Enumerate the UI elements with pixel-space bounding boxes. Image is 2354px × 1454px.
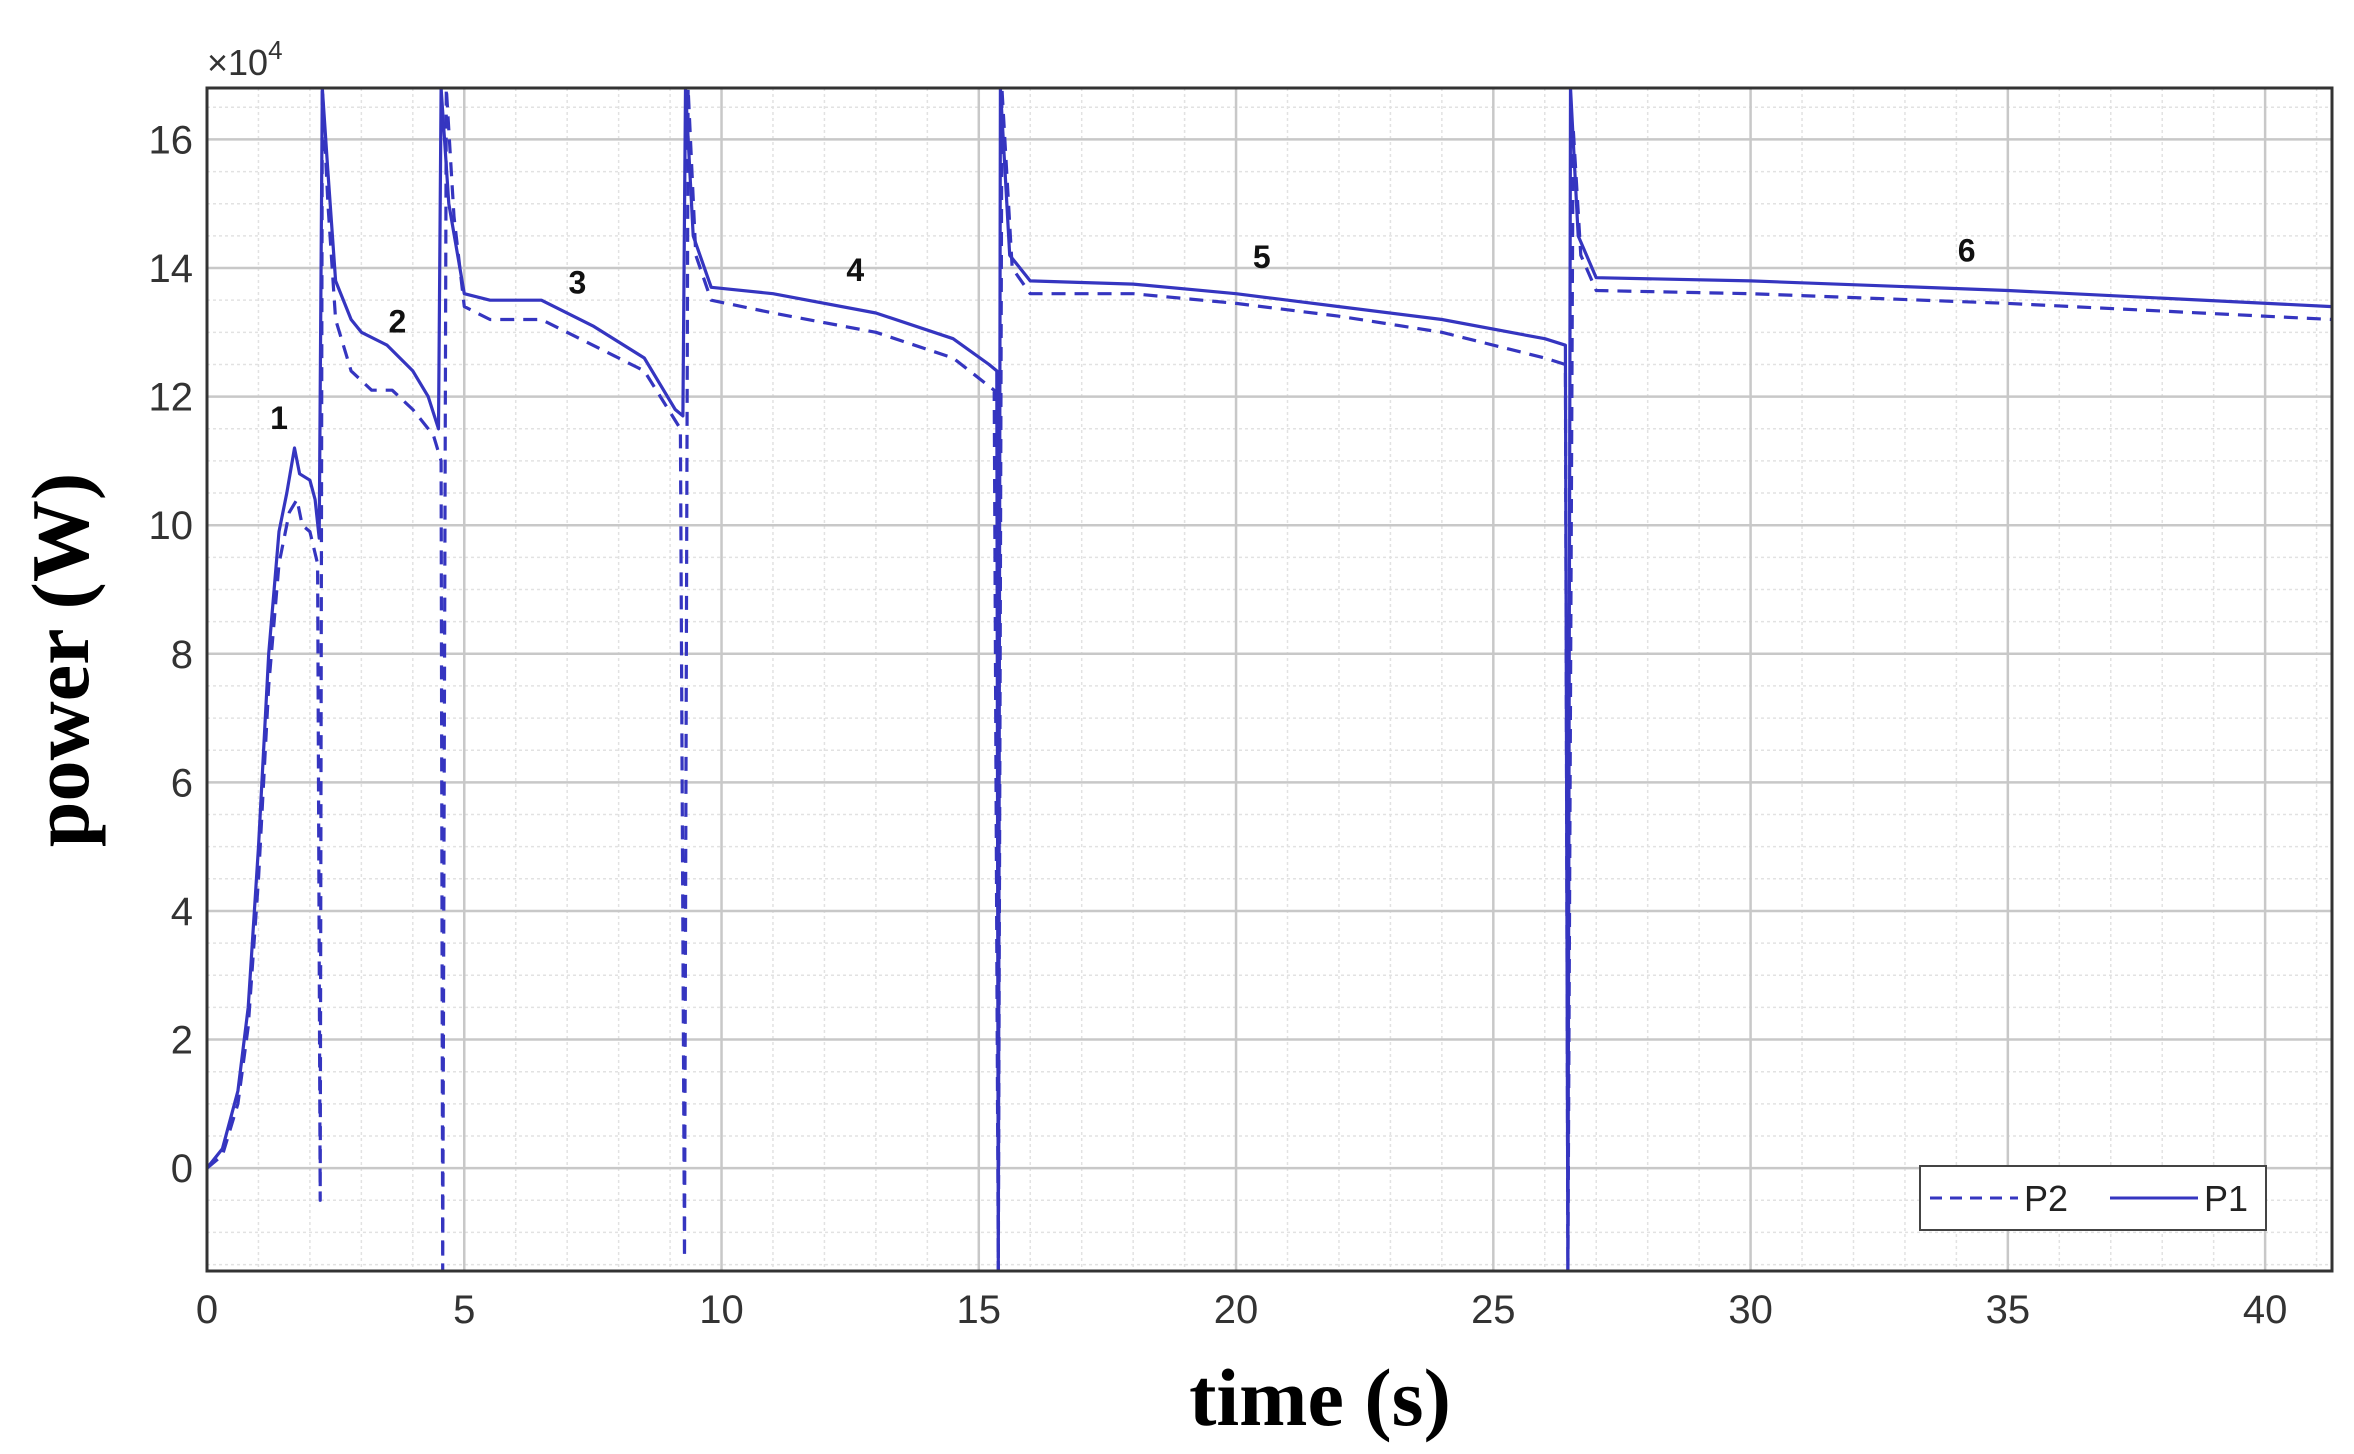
x-tick-label: 30 bbox=[1728, 1288, 1773, 1332]
y-tick-label: 8 bbox=[171, 633, 193, 677]
legend: P2 P1 bbox=[1919, 1165, 2267, 1231]
y-tick-label: 16 bbox=[149, 118, 194, 162]
y-tick-label: 2 bbox=[171, 1019, 193, 1063]
plot-frame bbox=[205, 86, 2334, 1273]
segment-label: 2 bbox=[388, 303, 406, 339]
y-tick-label: 0 bbox=[171, 1147, 193, 1191]
x-axis-title: time (s) bbox=[1189, 1352, 1451, 1443]
y-axis-title: power (W) bbox=[15, 473, 106, 847]
y-multiplier-label: ×104 bbox=[207, 35, 283, 83]
segment-label: 3 bbox=[569, 265, 587, 301]
series-line-p1 bbox=[207, 88, 2332, 1271]
x-tick-label: 10 bbox=[699, 1288, 744, 1332]
segment-label: 1 bbox=[270, 400, 288, 436]
series-line-p2 bbox=[207, 88, 2332, 1271]
legend-label-p2: P2 bbox=[2024, 1178, 2068, 1219]
series-layer bbox=[207, 88, 2332, 1271]
x-tick-label: 0 bbox=[196, 1288, 218, 1332]
x-tick-labels: 0 5 10 15 20 25 30 35 40 bbox=[196, 1288, 2287, 1332]
x-tick-label: 25 bbox=[1471, 1288, 1516, 1332]
major-grid bbox=[205, 88, 2332, 1271]
y-tick-label: 6 bbox=[171, 761, 193, 805]
x-tick-label: 15 bbox=[957, 1288, 1002, 1332]
segment-label: 5 bbox=[1253, 239, 1271, 275]
segment-label: 6 bbox=[1958, 233, 1976, 269]
segment-labels: 1 2 3 4 5 6 bbox=[270, 233, 1975, 436]
segment-label: 4 bbox=[846, 252, 864, 288]
y-tick-labels: 0 2 4 6 8 10 12 14 16 bbox=[149, 118, 194, 1191]
x-tick-label: 5 bbox=[453, 1288, 475, 1332]
y-tick-label: 14 bbox=[149, 247, 194, 291]
plot-background bbox=[207, 88, 2332, 1271]
x-tick-label: 20 bbox=[1214, 1288, 1259, 1332]
y-tick-label: 12 bbox=[149, 376, 194, 420]
y-tick-label: 10 bbox=[149, 504, 194, 548]
x-tick-label: 35 bbox=[1986, 1288, 2031, 1332]
minor-grid bbox=[207, 88, 2332, 1271]
x-tick-label: 40 bbox=[2243, 1288, 2288, 1332]
y-tick-label: 4 bbox=[171, 890, 193, 934]
legend-label-p1: P1 bbox=[2204, 1178, 2248, 1219]
